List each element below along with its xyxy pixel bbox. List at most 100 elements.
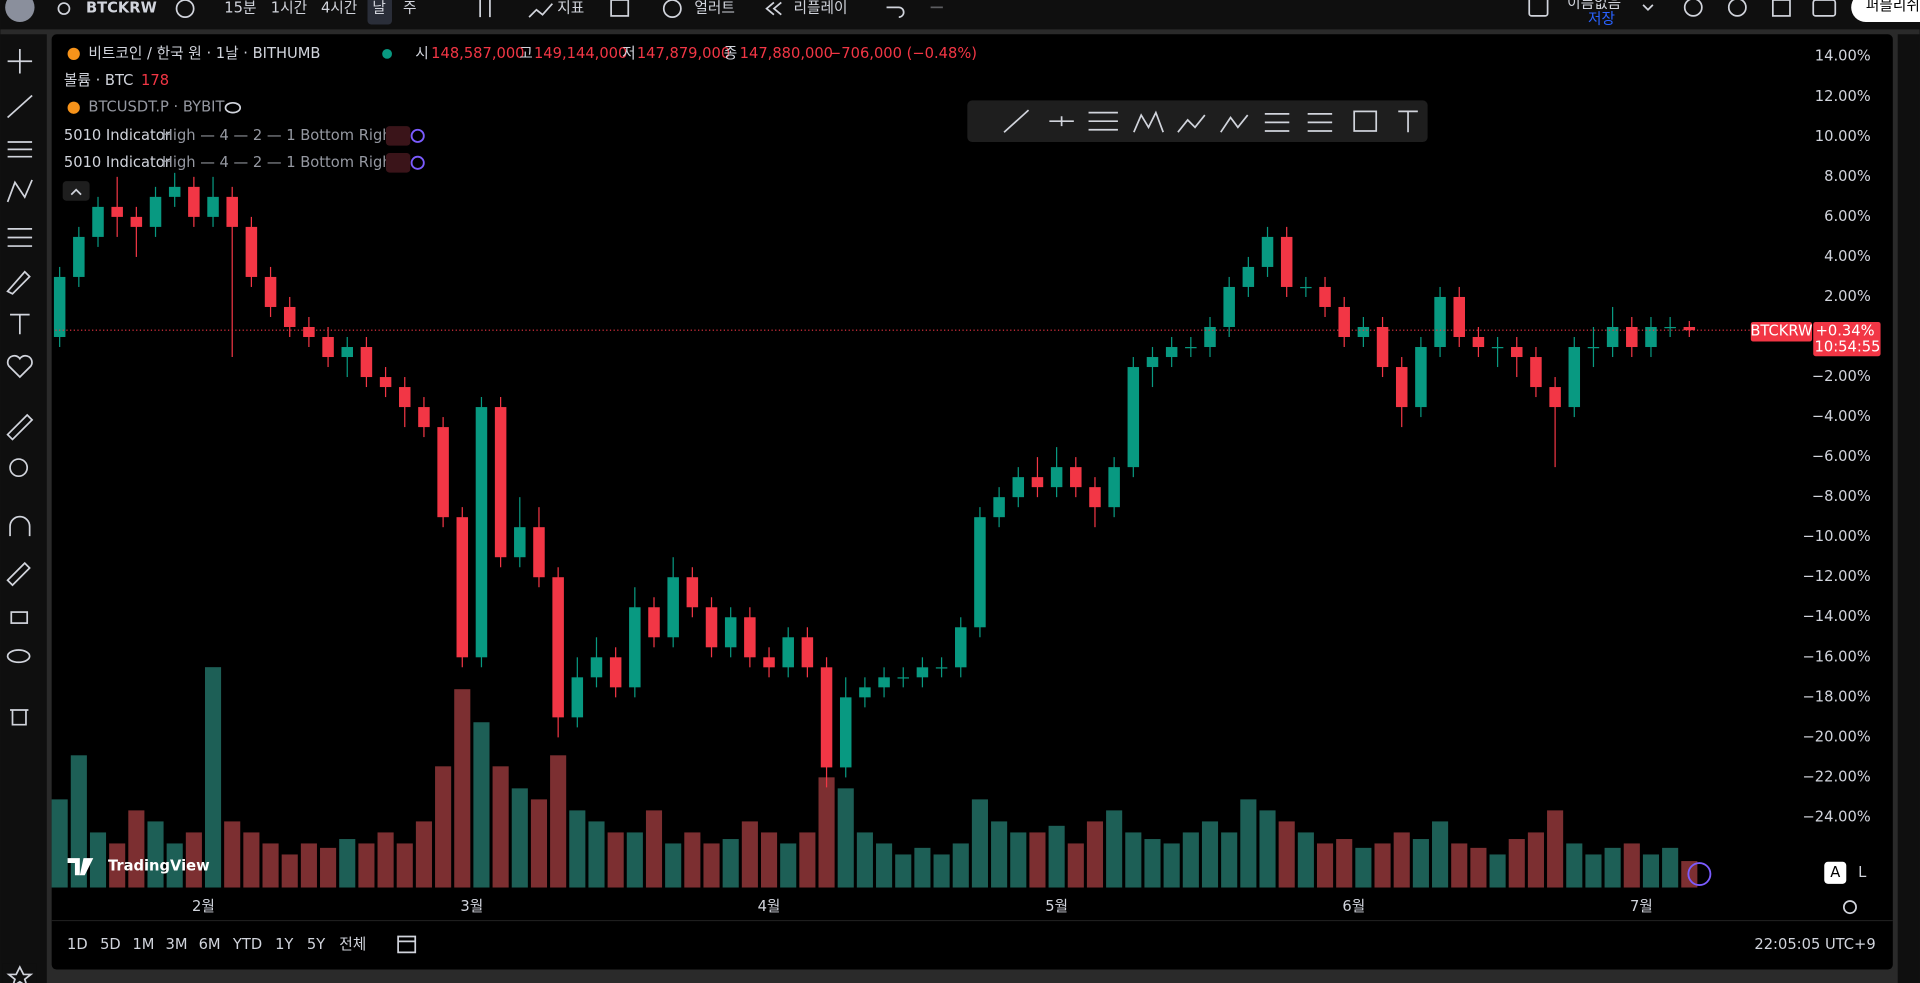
candle-body	[878, 677, 890, 688]
candle-body	[1108, 467, 1120, 508]
favorites-button[interactable]	[2, 963, 37, 983]
candle-body	[341, 347, 353, 358]
range-button[interactable]: 1Y	[275, 936, 293, 953]
brush-tool[interactable]	[6, 270, 31, 295]
interval[interactable]: 4시간	[321, 0, 357, 17]
candle-body	[552, 577, 564, 718]
volume-bar	[780, 843, 797, 888]
replay-icon[interactable]	[765, 1, 782, 16]
candle-body	[1511, 347, 1523, 358]
candle-body	[73, 236, 85, 277]
volume-bar	[1681, 861, 1698, 888]
alert-button[interactable]: 얼러트	[694, 0, 735, 17]
indicators-icon[interactable]	[528, 3, 553, 18]
compare-icon[interactable]	[175, 0, 195, 18]
trendline-tool[interactable]	[7, 94, 33, 119]
collapse-legend[interactable]	[62, 181, 90, 201]
symbol[interactable]: BTCKRW	[86, 0, 157, 17]
fullscreen-icon[interactable]	[1771, 0, 1791, 17]
text-tool[interactable]	[10, 313, 30, 335]
fib-tool[interactable]	[7, 141, 33, 158]
range-button[interactable]: 1M	[132, 936, 154, 953]
layout-icon[interactable]	[610, 0, 630, 17]
volume-bar	[684, 832, 701, 888]
volume-bar	[703, 843, 720, 888]
delete-tool[interactable]	[10, 709, 29, 726]
settings-icon[interactable]	[1727, 0, 1747, 17]
ohlc-label: 저	[622, 45, 636, 62]
visibility-tool[interactable]	[6, 649, 31, 664]
range-button[interactable]: 3M	[166, 936, 188, 953]
publish-button[interactable]	[1851, 0, 1920, 23]
range-button[interactable]: 1D	[67, 936, 88, 953]
y-tick-label: −20.00%	[1803, 728, 1871, 745]
volume-bar	[320, 847, 337, 888]
y-tick-label: −12.00%	[1803, 568, 1871, 585]
log-scale-label[interactable]: L	[1858, 864, 1867, 881]
ohlc-value: 147,880,000	[740, 45, 833, 62]
lightning-button[interactable]	[1687, 862, 1712, 886]
candle-body	[1223, 286, 1235, 327]
interval-active[interactable]: 날	[372, 0, 386, 17]
volume-bar	[760, 832, 778, 888]
replay-button[interactable]: 리플레이	[794, 0, 848, 17]
range-button[interactable]: 5D	[100, 936, 121, 953]
indicator-warning[interactable]	[385, 126, 411, 146]
top-toolbar	[0, 0, 1920, 30]
magnet-tool[interactable]	[9, 515, 31, 537]
indicator-reload[interactable]	[410, 155, 425, 170]
range-button[interactable]: YTD	[232, 936, 262, 953]
goto-date-icon[interactable]	[397, 935, 417, 954]
indicator-warning[interactable]	[385, 153, 411, 173]
projection-tool[interactable]	[7, 228, 33, 247]
y-tick-label: 4.00%	[1824, 248, 1871, 265]
layout-dropdown[interactable]	[1642, 4, 1654, 12]
star-icon[interactable]	[6, 965, 34, 983]
layout-name[interactable]: 이름없음	[1567, 0, 1621, 12]
volume-bar	[358, 843, 375, 888]
range-button[interactable]: 6M	[199, 936, 221, 953]
candle-body	[1626, 326, 1638, 348]
ruler-tool[interactable]	[6, 413, 34, 441]
search-icon[interactable]	[57, 2, 71, 15]
undo-icon[interactable]	[886, 6, 905, 18]
volume-bar	[1374, 843, 1391, 888]
save-label[interactable]: 저장	[1588, 11, 1615, 28]
interval[interactable]: 15분	[224, 0, 256, 17]
auto-scale-button[interactable]	[1824, 861, 1847, 884]
hidden-icon[interactable]	[224, 101, 242, 114]
publish-label[interactable]: 퍼블리쉬	[1866, 0, 1920, 14]
lock-drawing-tool[interactable]	[6, 561, 31, 587]
interval[interactable]: 주	[403, 0, 417, 17]
quick-search[interactable]	[1683, 0, 1703, 17]
collapse-arrow	[70, 188, 82, 196]
crosshair-tool[interactable]	[7, 48, 33, 74]
axis-settings[interactable]	[1842, 900, 1857, 915]
chart-type-icon[interactable]	[479, 0, 491, 18]
layout-box[interactable]	[1528, 0, 1549, 17]
alert-icon[interactable]	[662, 0, 682, 18]
zoom-tool[interactable]	[9, 458, 29, 478]
pattern-tool[interactable]	[6, 179, 33, 203]
snapshot-icon[interactable]	[1812, 0, 1837, 17]
volume-bar	[1547, 810, 1564, 888]
favorites-tool[interactable]	[6, 354, 33, 379]
indicators-button[interactable]: 지표	[557, 0, 584, 17]
range-button[interactable]: 5Y	[307, 936, 325, 953]
candle-body	[149, 196, 162, 227]
range-button[interactable]: 전체	[339, 936, 366, 953]
volume-bar	[799, 832, 816, 888]
candle-body	[1606, 326, 1619, 348]
auto-scale-label[interactable]: A	[1830, 864, 1840, 881]
lock-tool[interactable]	[10, 611, 29, 624]
interval[interactable]: 1시간	[271, 0, 307, 17]
volume-bar	[1470, 847, 1487, 888]
candle-body	[1261, 236, 1274, 267]
market-status	[382, 48, 392, 59]
volume-bar	[204, 667, 222, 888]
ohlc-value: 147,879,000	[637, 45, 730, 62]
avatar[interactable]	[5, 0, 35, 23]
volume-bar	[454, 689, 471, 888]
indicator-reload[interactable]	[410, 128, 425, 143]
candle-body	[1491, 347, 1504, 349]
